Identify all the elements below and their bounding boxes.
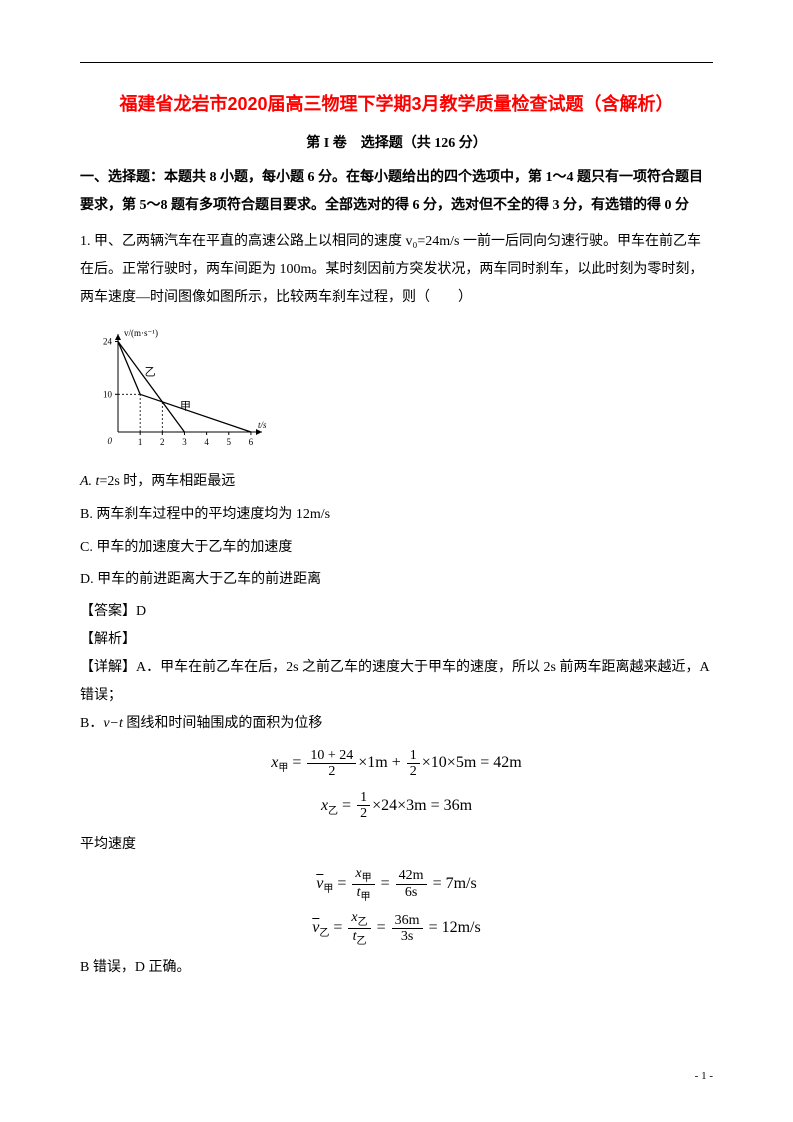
- svg-text:v/(m·s⁻¹): v/(m·s⁻¹): [124, 328, 158, 338]
- option-c: C. 甲车的加速度大于乙车的加速度: [80, 533, 713, 564]
- svg-text:2: 2: [160, 437, 165, 447]
- detail-a: 【详解】A．甲车在前乙车在后，2s 之前乙车的速度大于甲车的速度，所以 2s 前…: [80, 654, 713, 710]
- formula-x-jia: x甲 = 10 + 242×1m + 12×10×5m = 42m x乙 = 1…: [80, 744, 713, 825]
- option-a: A. t=2s 时，两车相距最远: [80, 467, 713, 498]
- options: A. t=2s 时，两车相距最远 B. 两车刹车过程中的平均速度均为 12m/s…: [80, 467, 713, 596]
- svg-text:甲: 甲: [180, 400, 191, 412]
- analysis-label: 【解析】: [80, 626, 713, 654]
- formula-v-yi: v乙 = x乙t乙 = 36m3s = 12m/s: [80, 909, 713, 947]
- avg-speed-label: 平均速度: [80, 831, 713, 859]
- section-header: 一、选择题：本题共 8 小题，每小题 6 分。在每小题给出的四个选项中，第 1～…: [80, 164, 713, 220]
- formula-x-yi: x乙 = 12×24×3m = 36m: [80, 787, 713, 825]
- detail-b-end: B 错误，D 正确。: [80, 954, 713, 982]
- svg-text:3: 3: [182, 437, 187, 447]
- page-number: - 1 -: [695, 1070, 713, 1082]
- option-b: B. 两车刹车过程中的平均速度均为 12m/s: [80, 500, 713, 531]
- header-rule: [80, 62, 713, 63]
- page-title: 福建省龙岩市2020届高三物理下学期3月教学质量检查试题（含解析）: [80, 90, 713, 116]
- question-1-text: 1. 甲、乙两辆汽车在平直的高速公路上以相同的速度 v₀=24m/s 一前一后同…: [80, 228, 713, 312]
- answer: 【答案】D: [80, 598, 713, 626]
- svg-text:10: 10: [103, 389, 113, 399]
- svg-text:4: 4: [204, 437, 209, 447]
- detail-b-intro: B．v−t 图线和时间轴围成的面积为位移: [80, 710, 713, 738]
- svg-text:5: 5: [227, 437, 232, 447]
- svg-text:1: 1: [138, 437, 143, 447]
- svg-text:0: 0: [108, 436, 113, 446]
- svg-text:6: 6: [249, 437, 254, 447]
- svg-text:24: 24: [103, 337, 113, 347]
- vt-chart-svg: 1 2 3 4 5 6 10 24 0 v/(m·s⁻¹) t/s 乙甲: [90, 322, 270, 452]
- option-d: D. 甲车的前进距离大于乙车的前进距离: [80, 565, 713, 596]
- vt-chart: 1 2 3 4 5 6 10 24 0 v/(m·s⁻¹) t/s 乙甲: [90, 322, 713, 457]
- svg-text:乙: 乙: [145, 365, 156, 378]
- formula-v-jia: v甲 = x甲t甲 = 42m6s = 7m/s: [80, 865, 713, 903]
- subtitle: 第 I 卷 选择题（共 126 分）: [80, 132, 713, 152]
- svg-text:t/s: t/s: [258, 420, 267, 430]
